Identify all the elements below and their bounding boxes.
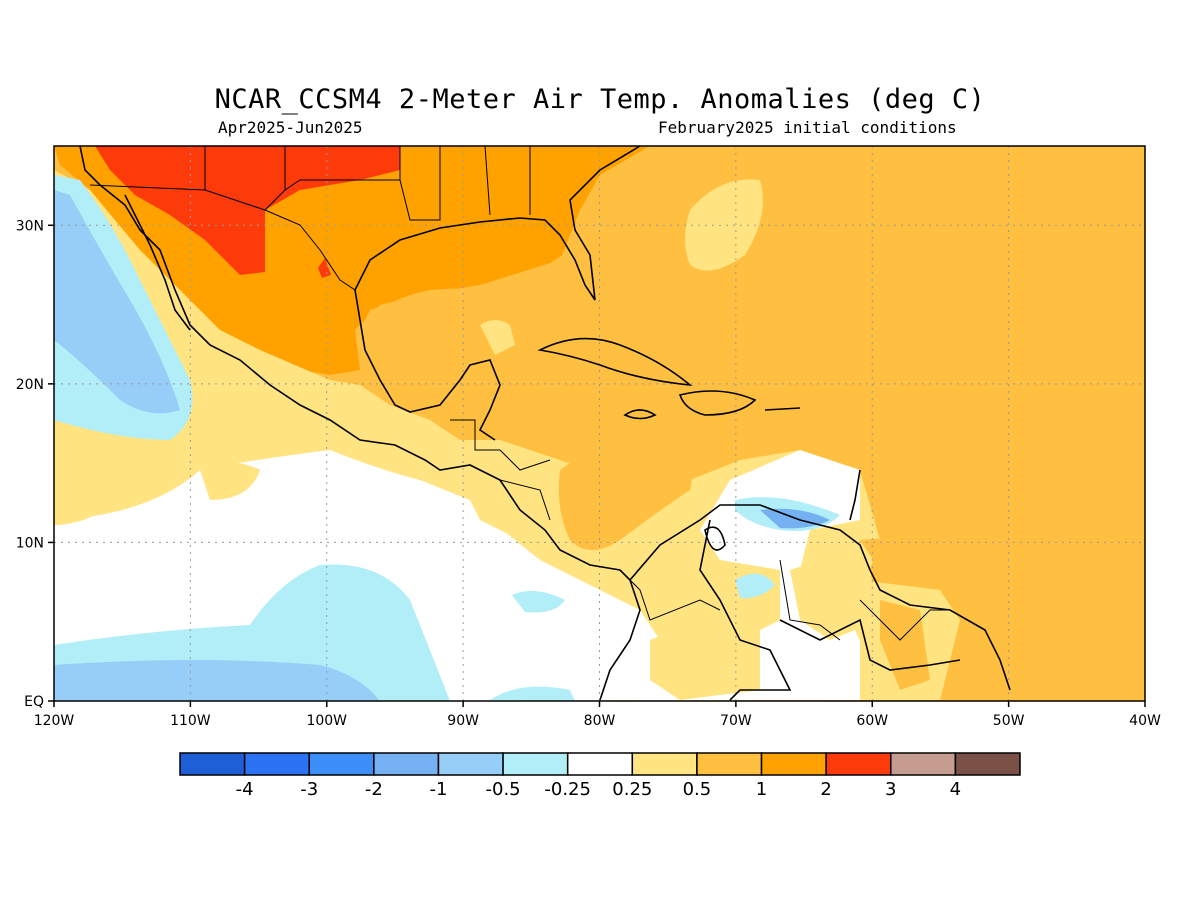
y-tick-label: 30N — [16, 218, 44, 234]
x-tick-label: 80W — [584, 713, 616, 729]
forecast-period: Apr2025-Jun2025 — [218, 118, 363, 137]
colorbar-swatch — [502, 752, 569, 776]
x-tick-label: 70W — [720, 713, 752, 729]
map-title: NCAR_CCSM4 2-Meter Air Temp. Anomalies (… — [214, 84, 986, 115]
region-neg-0.5 — [54, 190, 180, 414]
colorbar-label: 0.5 — [683, 779, 712, 800]
colorbar-label: 0.25 — [612, 779, 652, 800]
colorbar-swatch — [308, 752, 375, 776]
y-tick-label: 10N — [16, 535, 44, 551]
colorbar-label: -4 — [236, 779, 254, 800]
colorbar-label: 4 — [950, 779, 961, 800]
region-3-plus — [95, 146, 400, 275]
x-axis: 120W 110W 100W 90W 80W 70W 60W 50W 40W — [34, 701, 1161, 729]
colorbar-swatch — [760, 752, 827, 776]
colorbar-swatch — [825, 752, 892, 776]
anomaly-field — [54, 146, 1145, 701]
y-tick-label: 20N — [16, 377, 44, 393]
colorbar-swatch — [373, 752, 440, 776]
colorbar-label: -0.25 — [544, 779, 591, 800]
x-tick-label: 40W — [1129, 713, 1161, 729]
colorbar-swatch — [631, 752, 698, 776]
colorbar-label: 3 — [885, 779, 896, 800]
colorbar-swatch — [179, 752, 246, 776]
colorbar-label: 2 — [820, 779, 831, 800]
colorbar-label: 1 — [756, 779, 767, 800]
x-tick-label: 100W — [306, 713, 347, 729]
x-tick-label: 50W — [993, 713, 1025, 729]
colorbar-label: -1 — [429, 779, 447, 800]
x-tick-label: 60W — [856, 713, 888, 729]
colorbar: -4 -3 -2 -1 -0.5 -0.25 0.25 0.5 1 2 3 4 — [179, 752, 1021, 800]
x-tick-label: 110W — [170, 713, 211, 729]
x-tick-label: 90W — [447, 713, 479, 729]
x-tick-label: 120W — [34, 713, 75, 729]
y-axis: 30N 20N 10N EQ — [16, 218, 54, 710]
colorbar-swatch — [437, 752, 504, 776]
borders — [89, 146, 950, 641]
colorbar-swatch — [243, 752, 310, 776]
colorbar-label: -3 — [300, 779, 318, 800]
y-tick-label: EQ — [24, 694, 44, 710]
initial-conditions: February2025 initial conditions — [658, 118, 957, 137]
colorbar-swatch — [954, 752, 1021, 776]
colorbar-label: -2 — [365, 779, 383, 800]
colorbar-label: -0.5 — [486, 779, 521, 800]
colorbar-swatch — [696, 752, 763, 776]
colorbar-swatch — [890, 752, 957, 776]
colorbar-swatch — [566, 752, 634, 776]
graticule — [54, 146, 1145, 701]
